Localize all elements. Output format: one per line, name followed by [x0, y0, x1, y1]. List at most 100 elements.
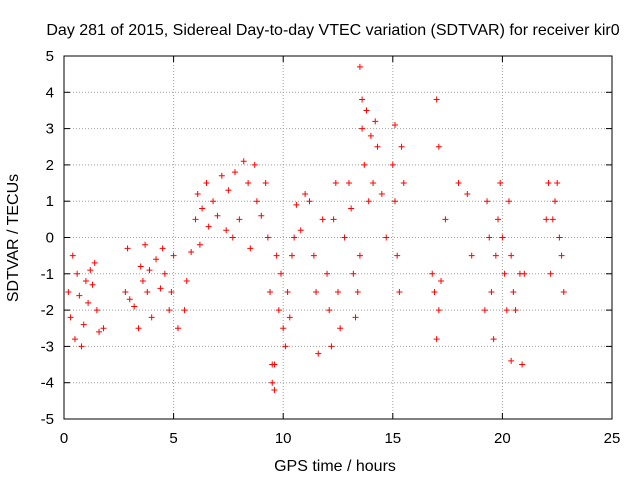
data-point — [275, 307, 282, 314]
y-tick-label: 0 — [46, 230, 54, 247]
data-point — [218, 172, 225, 179]
data-point — [359, 125, 366, 132]
data-point — [142, 241, 149, 248]
data-points — [65, 63, 567, 393]
data-point — [264, 234, 271, 241]
data-point — [499, 234, 506, 241]
data-point — [205, 223, 212, 230]
x-tick-labels: 0 5 10 15 20 25 — [60, 430, 621, 447]
data-point — [196, 241, 203, 248]
data-point — [144, 288, 151, 295]
data-point — [495, 216, 502, 223]
data-point — [210, 198, 217, 205]
data-point — [433, 96, 440, 103]
data-point — [278, 270, 285, 277]
data-point — [508, 357, 515, 364]
data-point — [359, 96, 366, 103]
data-point — [400, 180, 407, 187]
data-point — [166, 307, 173, 314]
data-point — [545, 180, 552, 187]
data-point — [486, 234, 493, 241]
data-point — [519, 361, 526, 368]
data-point — [389, 161, 396, 168]
x-tick-label: 0 — [60, 430, 68, 447]
data-point — [174, 325, 181, 332]
data-point — [505, 198, 512, 205]
data-point — [455, 180, 462, 187]
data-point — [251, 161, 258, 168]
data-point — [89, 281, 96, 288]
data-point — [435, 143, 442, 150]
data-point — [313, 288, 320, 295]
data-point — [240, 158, 247, 165]
data-point — [508, 252, 515, 259]
data-point — [356, 252, 363, 259]
data-point — [438, 278, 445, 285]
data-point — [71, 336, 78, 343]
data-point — [391, 121, 398, 128]
data-point — [262, 180, 269, 187]
data-point — [225, 187, 232, 194]
y-tick-label: -4 — [41, 375, 54, 392]
data-point — [126, 296, 133, 303]
grid — [64, 56, 612, 419]
data-point — [271, 361, 278, 368]
data-point — [396, 288, 403, 295]
data-point — [87, 267, 94, 274]
data-point — [69, 252, 76, 259]
data-point — [67, 314, 74, 321]
data-point — [288, 252, 295, 259]
data-point — [367, 132, 374, 139]
y-tick-label: 5 — [46, 48, 54, 65]
axis-ticks — [63, 55, 613, 420]
data-point — [319, 216, 326, 223]
y-tick-label: -1 — [41, 266, 54, 283]
data-point — [131, 303, 138, 310]
data-point — [148, 314, 155, 321]
data-point — [341, 234, 348, 241]
data-point — [291, 234, 298, 241]
data-point — [188, 249, 195, 256]
data-point — [245, 180, 252, 187]
data-point — [157, 285, 164, 292]
data-point — [552, 198, 559, 205]
data-point — [442, 216, 449, 223]
data-point — [558, 252, 565, 259]
y-tick-label: -5 — [41, 411, 54, 428]
data-point — [194, 190, 201, 197]
y-tick-label: -3 — [41, 338, 54, 355]
data-point — [326, 307, 333, 314]
chart-title: Day 281 of 2015, Sidereal Day-to-day VTE… — [46, 22, 619, 39]
data-point — [468, 252, 475, 259]
data-point — [273, 252, 280, 259]
data-point — [549, 216, 556, 223]
data-point — [464, 190, 471, 197]
data-point — [82, 278, 89, 285]
data-point — [521, 270, 528, 277]
data-point — [330, 216, 337, 223]
data-point — [137, 263, 144, 270]
data-point — [100, 325, 107, 332]
x-axis-label: GPS time / hours — [274, 458, 396, 475]
x-tick-label: 15 — [384, 430, 401, 447]
y-tick-label: -2 — [41, 302, 54, 319]
data-point — [181, 307, 188, 314]
data-point — [365, 198, 372, 205]
data-point — [484, 198, 491, 205]
data-point — [394, 252, 401, 259]
data-point — [348, 205, 355, 212]
data-point — [170, 252, 177, 259]
y-tick-label: 2 — [46, 157, 54, 174]
data-point — [229, 234, 236, 241]
data-point — [372, 118, 379, 125]
data-point — [356, 63, 363, 70]
data-point — [554, 180, 561, 187]
y-tick-label: 4 — [46, 84, 54, 101]
data-point — [363, 107, 370, 114]
data-point — [199, 205, 206, 212]
data-point — [543, 216, 550, 223]
data-point — [315, 350, 322, 357]
data-point — [398, 143, 405, 150]
data-point — [214, 212, 221, 219]
